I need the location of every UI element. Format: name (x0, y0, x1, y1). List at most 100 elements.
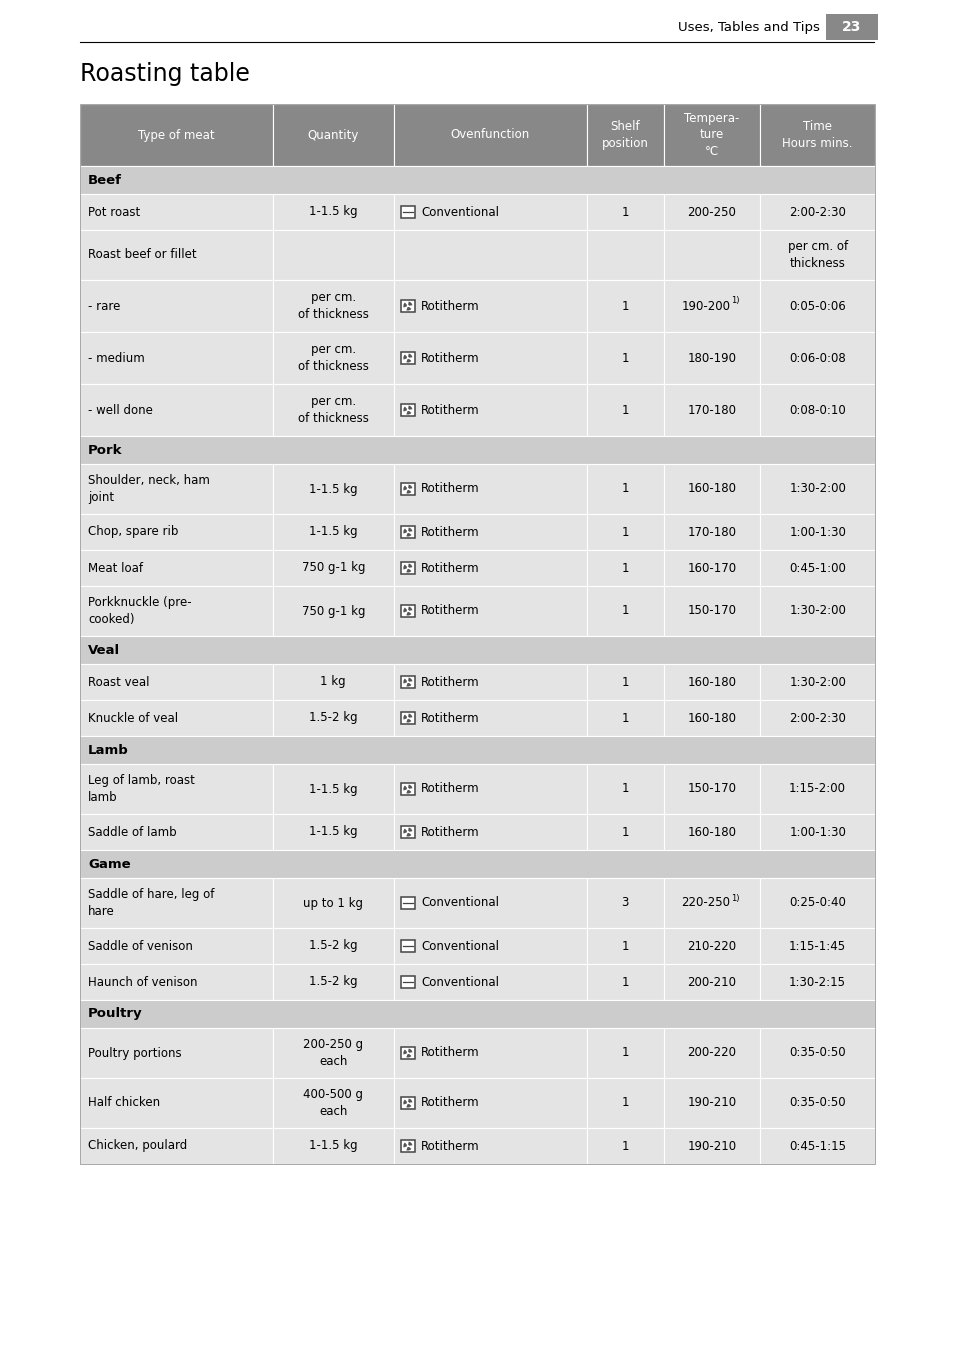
Bar (760, 280, 874, 333)
Bar (394, 280, 586, 333)
Bar (400, 896, 415, 909)
Wedge shape (406, 1146, 411, 1151)
Text: 0:45-1:00: 0:45-1:00 (788, 561, 845, 575)
Bar (273, 1128, 394, 1164)
Bar (273, 514, 394, 550)
Bar (400, 783, 415, 795)
Bar (80, 464, 273, 514)
Text: 150-170: 150-170 (687, 604, 736, 618)
Text: Shelf
position: Shelf position (601, 120, 648, 150)
Bar (400, 1096, 415, 1109)
Bar (80, 1028, 273, 1078)
Text: 0:08-0:10: 0:08-0:10 (788, 403, 845, 416)
Bar (273, 877, 394, 927)
Bar (80, 1000, 874, 1028)
Bar (394, 927, 586, 964)
Circle shape (406, 830, 409, 833)
Bar (80, 735, 874, 764)
Circle shape (406, 566, 409, 569)
Bar (400, 826, 415, 838)
Bar (273, 193, 394, 230)
Text: 3: 3 (620, 896, 628, 910)
Text: Roasting table: Roasting table (80, 62, 250, 87)
Text: Conventional: Conventional (420, 940, 498, 953)
Text: 400-500 g
each: 400-500 g each (303, 1088, 363, 1118)
Text: 23: 23 (841, 20, 861, 34)
Text: per cm.
of thickness: per cm. of thickness (297, 395, 368, 425)
Bar (586, 585, 663, 635)
Circle shape (406, 681, 409, 683)
Bar (663, 333, 760, 384)
Bar (760, 384, 874, 435)
Text: Uses, Tables and Tips: Uses, Tables and Tips (678, 20, 820, 34)
Bar (663, 104, 760, 166)
Text: 1: 1 (620, 783, 628, 795)
Bar (586, 877, 663, 927)
Bar (760, 964, 874, 1000)
Text: 750 g-1 kg: 750 g-1 kg (301, 604, 365, 618)
Text: Rotitherm: Rotitherm (420, 1140, 479, 1152)
Text: Rotitherm: Rotitherm (420, 483, 479, 495)
Text: 1: 1 (620, 826, 628, 838)
Bar (394, 230, 586, 280)
Text: 1:30-2:00: 1:30-2:00 (788, 604, 845, 618)
Wedge shape (408, 827, 412, 831)
Bar (663, 700, 760, 735)
Text: 1: 1 (620, 1046, 628, 1060)
Bar (394, 384, 586, 435)
Bar (80, 435, 874, 464)
Bar (663, 514, 760, 550)
Bar (400, 352, 415, 364)
Bar (273, 700, 394, 735)
Text: 1: 1 (620, 561, 628, 575)
Circle shape (406, 357, 409, 360)
Bar (760, 764, 874, 814)
Wedge shape (406, 358, 411, 362)
Text: Rotitherm: Rotitherm (420, 352, 479, 365)
Bar (394, 664, 586, 700)
Bar (586, 464, 663, 514)
Text: Beef: Beef (88, 173, 122, 187)
Text: 1: 1 (620, 206, 628, 219)
Bar (586, 764, 663, 814)
Text: 1-1.5 kg: 1-1.5 kg (309, 826, 357, 838)
Circle shape (406, 610, 409, 612)
Bar (400, 526, 415, 538)
Bar (760, 1078, 874, 1128)
Text: Chop, spare rib: Chop, spare rib (88, 526, 178, 538)
Circle shape (406, 488, 409, 491)
Text: Half chicken: Half chicken (88, 1096, 160, 1110)
Bar (394, 550, 586, 585)
Bar (273, 814, 394, 850)
Bar (586, 104, 663, 166)
Text: 1: 1 (620, 483, 628, 495)
Bar (760, 550, 874, 585)
Circle shape (406, 304, 409, 307)
Bar (273, 104, 394, 166)
Wedge shape (408, 406, 412, 410)
Wedge shape (408, 353, 412, 358)
Text: Rotitherm: Rotitherm (420, 1096, 479, 1110)
Text: 1: 1 (620, 940, 628, 953)
Bar (400, 940, 415, 952)
Text: 190-210: 190-210 (686, 1140, 736, 1152)
Bar (663, 927, 760, 964)
Wedge shape (403, 407, 408, 411)
Bar (586, 814, 663, 850)
Wedge shape (408, 1141, 412, 1146)
Text: 1: 1 (620, 1140, 628, 1152)
Bar (273, 1028, 394, 1078)
Bar (760, 814, 874, 850)
Text: 750 g-1 kg: 750 g-1 kg (301, 561, 365, 575)
Bar (586, 280, 663, 333)
Text: 0:45-1:15: 0:45-1:15 (788, 1140, 845, 1152)
Text: up to 1 kg: up to 1 kg (303, 896, 363, 910)
Wedge shape (403, 485, 408, 491)
Circle shape (406, 408, 409, 411)
Circle shape (406, 1145, 409, 1148)
Bar (586, 514, 663, 550)
Text: Saddle of hare, leg of
hare: Saddle of hare, leg of hare (88, 888, 214, 918)
Bar (394, 764, 586, 814)
Text: Conventional: Conventional (420, 896, 498, 910)
Bar (80, 550, 273, 585)
